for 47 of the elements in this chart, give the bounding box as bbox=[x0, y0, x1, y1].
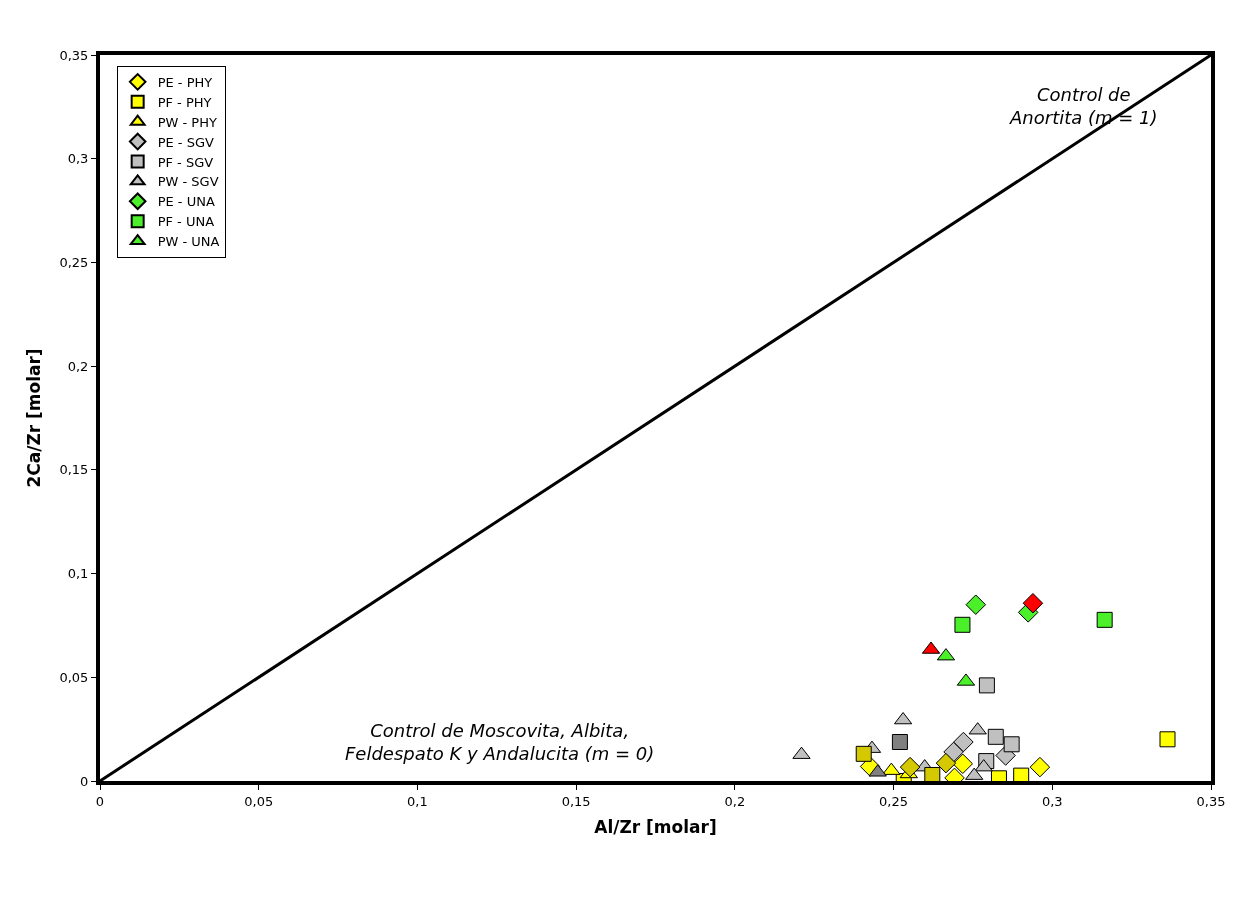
y-axis-title: 2Ca/Zr [molar] bbox=[24, 348, 45, 488]
point bbox=[1096, 611, 1113, 628]
point bbox=[1003, 736, 1020, 753]
legend-label: PF - PHY bbox=[157, 94, 212, 110]
y-tick-label: 0,05 bbox=[59, 669, 89, 685]
legend-label: PF - SGV bbox=[157, 154, 214, 170]
y-tick-label: 0,3 bbox=[67, 151, 89, 167]
point bbox=[891, 734, 908, 750]
y-tick-label: 0,15 bbox=[59, 462, 89, 478]
point bbox=[1159, 731, 1176, 748]
x-tick-label: 0,3 bbox=[1041, 793, 1063, 809]
annotation: Control de Anortita (m = 1) bbox=[1009, 84, 1158, 129]
legend-label: PE - PHY bbox=[157, 74, 213, 90]
x-tick-label: 0,05 bbox=[244, 793, 274, 809]
point bbox=[1013, 767, 1030, 781]
x-tick-label: 0,1 bbox=[407, 793, 428, 809]
y-tick-label: 0,2 bbox=[67, 358, 89, 374]
x-tick-label: 0 bbox=[95, 793, 105, 809]
point bbox=[935, 752, 957, 774]
point bbox=[954, 616, 971, 633]
point bbox=[924, 766, 941, 781]
y-tick-label: 0,25 bbox=[59, 254, 89, 270]
x-axis-title: Al/Zr [molar] bbox=[594, 817, 717, 838]
point bbox=[1029, 756, 1051, 778]
y-tick-label: 0 bbox=[80, 773, 89, 789]
legend-label: PF - UNA bbox=[157, 214, 215, 230]
point bbox=[987, 728, 1004, 745]
y-tick-label: 0,1 bbox=[67, 566, 89, 582]
point bbox=[978, 677, 995, 694]
x-tick-label: 0,35 bbox=[1196, 793, 1226, 809]
x-tick-label: 0,2 bbox=[724, 793, 746, 809]
legend-label: PE - SGV bbox=[157, 134, 214, 150]
legend-label: PW - UNA bbox=[157, 234, 220, 250]
point bbox=[952, 753, 974, 775]
point bbox=[965, 594, 987, 615]
point bbox=[943, 741, 964, 763]
legend-label: PW - PHY bbox=[157, 114, 217, 130]
legend-label: PW - SGV bbox=[157, 174, 219, 190]
x-tick-label: 0,15 bbox=[561, 793, 591, 809]
x-tick-label: 0,25 bbox=[879, 793, 909, 809]
legend-label: PE - UNA bbox=[157, 194, 215, 210]
point bbox=[899, 756, 921, 778]
annotation: Control de Moscovita, Albita, Feldespato K y Andalucita (m = 0) bbox=[345, 720, 655, 765]
y-tick-label: 0,35 bbox=[59, 47, 89, 63]
point bbox=[855, 745, 872, 762]
point bbox=[1022, 592, 1044, 614]
point bbox=[953, 731, 974, 753]
